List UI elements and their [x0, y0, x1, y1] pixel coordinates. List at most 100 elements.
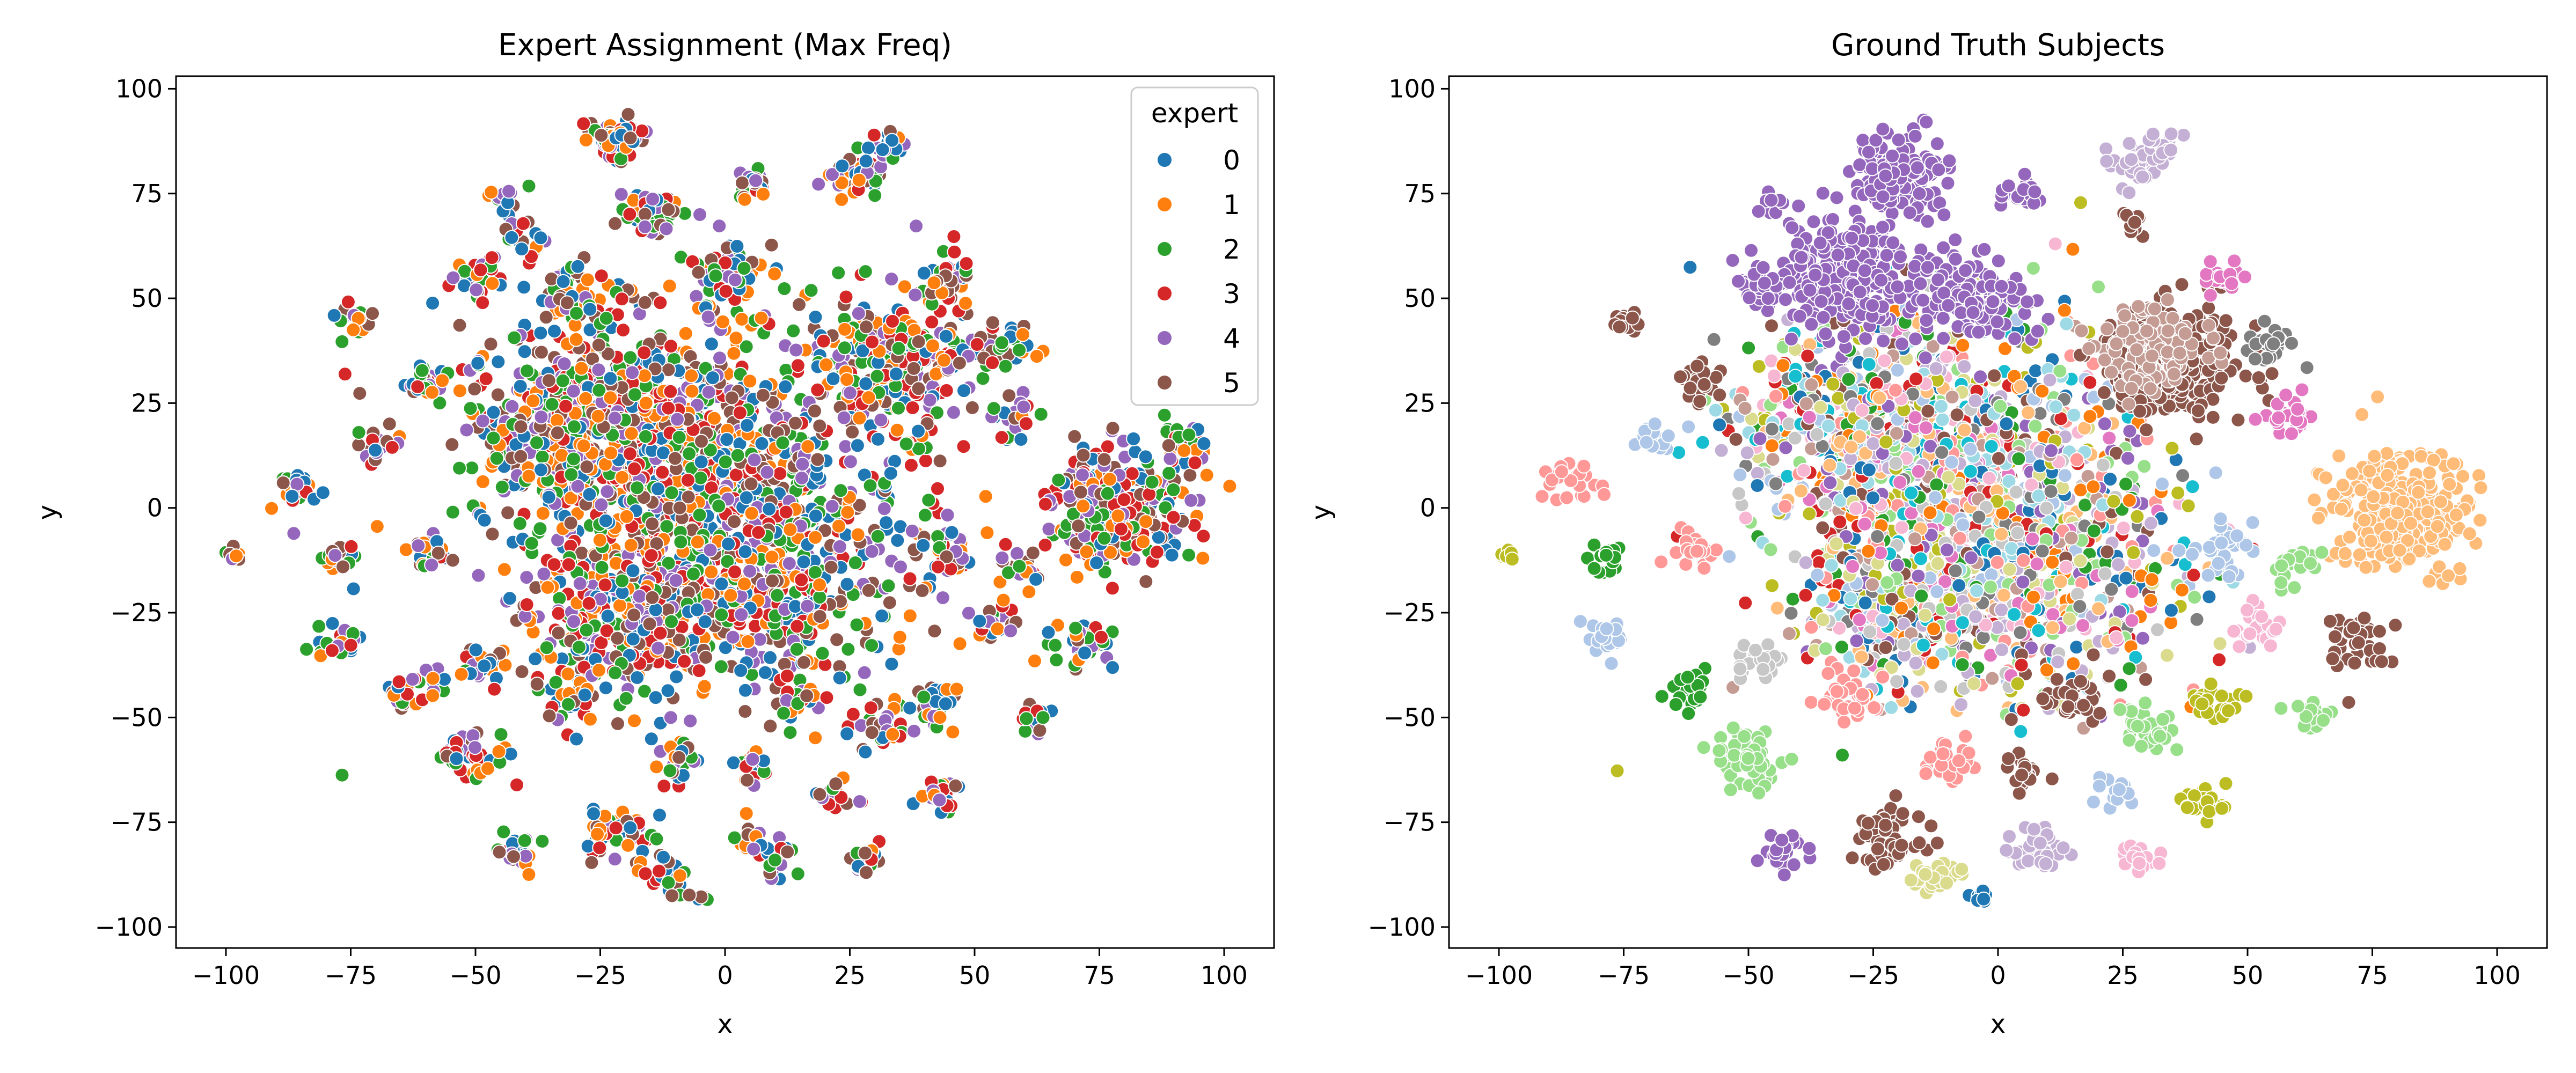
scatter-point	[598, 680, 613, 696]
scatter-point	[513, 419, 529, 435]
scatter-point	[958, 296, 974, 311]
y-tick-label: −50	[111, 703, 163, 732]
scatter-point	[594, 268, 609, 284]
scatter-point	[1957, 359, 1972, 374]
legend-marker	[1157, 196, 1173, 212]
scatter-point	[1012, 558, 1027, 574]
scatter-point	[632, 589, 647, 604]
scatter-point	[405, 672, 420, 687]
scatter-point	[756, 186, 771, 202]
scatter-point	[622, 207, 638, 222]
scatter-point	[939, 383, 954, 398]
scatter-point	[2011, 451, 2026, 467]
scatter-point	[780, 844, 795, 859]
scatter-point	[551, 625, 566, 641]
scatter-point	[994, 550, 1010, 565]
scatter-point	[772, 466, 788, 481]
scatter-point	[463, 401, 478, 416]
scatter-point	[594, 128, 609, 143]
scatter-point	[1003, 623, 1019, 638]
scatter-point	[930, 559, 946, 575]
scatter-point	[905, 400, 920, 415]
scatter-point	[467, 381, 482, 397]
scatter-point	[491, 354, 506, 370]
scatter-point	[514, 241, 530, 257]
legend-label: 1	[1223, 189, 1240, 221]
scatter-point	[1138, 574, 1154, 589]
scatter-point	[729, 239, 745, 254]
scatter-point	[779, 668, 795, 684]
scatter-point	[946, 405, 961, 420]
scatter-point	[765, 573, 780, 589]
scatter-point	[788, 342, 804, 358]
x-tick-label: 100	[1201, 961, 1248, 990]
scatter-point	[800, 598, 815, 614]
scatter-point	[1196, 528, 1211, 544]
scatter-point	[669, 669, 684, 685]
scatter-point	[539, 640, 554, 656]
scatter-point	[2028, 363, 2043, 379]
scatter-point	[612, 598, 627, 613]
scatter-point	[1029, 349, 1044, 364]
scatter-point	[478, 371, 494, 386]
scatter-point	[713, 659, 729, 674]
scatter-point	[467, 740, 483, 755]
scatter-point	[1144, 474, 1160, 490]
scatter-point	[1049, 652, 1064, 668]
scatter-point	[535, 449, 550, 465]
scatter-point	[667, 451, 683, 466]
scatter-point	[776, 705, 792, 721]
scatter-point	[507, 330, 522, 346]
scatter-point	[944, 525, 960, 540]
scatter-point	[533, 409, 549, 425]
scatter-point	[799, 688, 815, 703]
scatter-point	[494, 479, 510, 495]
scatter-point	[755, 387, 771, 403]
legend-label: 4	[1223, 323, 1240, 354]
scatter-point	[759, 465, 775, 480]
scatter-point	[533, 230, 548, 246]
scatter-point	[719, 432, 735, 447]
scatter-point	[410, 379, 426, 394]
scatter-point	[701, 385, 716, 400]
scatter-point	[327, 548, 343, 563]
scatter-point	[541, 489, 557, 505]
scatter-point	[911, 423, 926, 439]
y-tick-label: 50	[131, 284, 163, 313]
scatter-point	[599, 484, 615, 499]
scatter-point	[315, 485, 331, 501]
scatter-point	[568, 332, 584, 347]
scatter-point	[737, 704, 753, 719]
scatter-point	[691, 663, 707, 679]
scatter-point	[1058, 552, 1073, 568]
scatter-point	[862, 478, 878, 494]
scatter-point	[881, 578, 896, 593]
scatter-point	[652, 807, 667, 823]
scatter-point	[623, 820, 638, 835]
scatter-point	[730, 447, 745, 463]
scatter-point	[1033, 407, 1049, 422]
scatter-point	[831, 265, 846, 281]
scatter-point	[414, 363, 430, 378]
scatter-point	[764, 549, 780, 565]
scatter-point	[566, 614, 582, 629]
scatter-point	[861, 390, 876, 405]
scatter-point	[845, 707, 861, 722]
scatter-point	[808, 730, 823, 746]
scatter-point	[2120, 451, 2135, 466]
scatter-point	[842, 385, 858, 401]
scatter-point	[738, 806, 754, 821]
scatter-point	[1181, 547, 1197, 563]
scatter-point	[708, 268, 723, 284]
scatter-point	[485, 276, 500, 291]
scatter-point	[1027, 653, 1042, 668]
scatter-point	[560, 696, 576, 712]
scatter-point	[569, 731, 584, 747]
scatter-point	[650, 641, 666, 656]
scatter-point	[563, 490, 579, 506]
scatter-point	[444, 437, 460, 452]
scatter-point	[1182, 467, 1198, 483]
scatter-point	[763, 718, 778, 734]
scatter-point	[753, 310, 769, 326]
